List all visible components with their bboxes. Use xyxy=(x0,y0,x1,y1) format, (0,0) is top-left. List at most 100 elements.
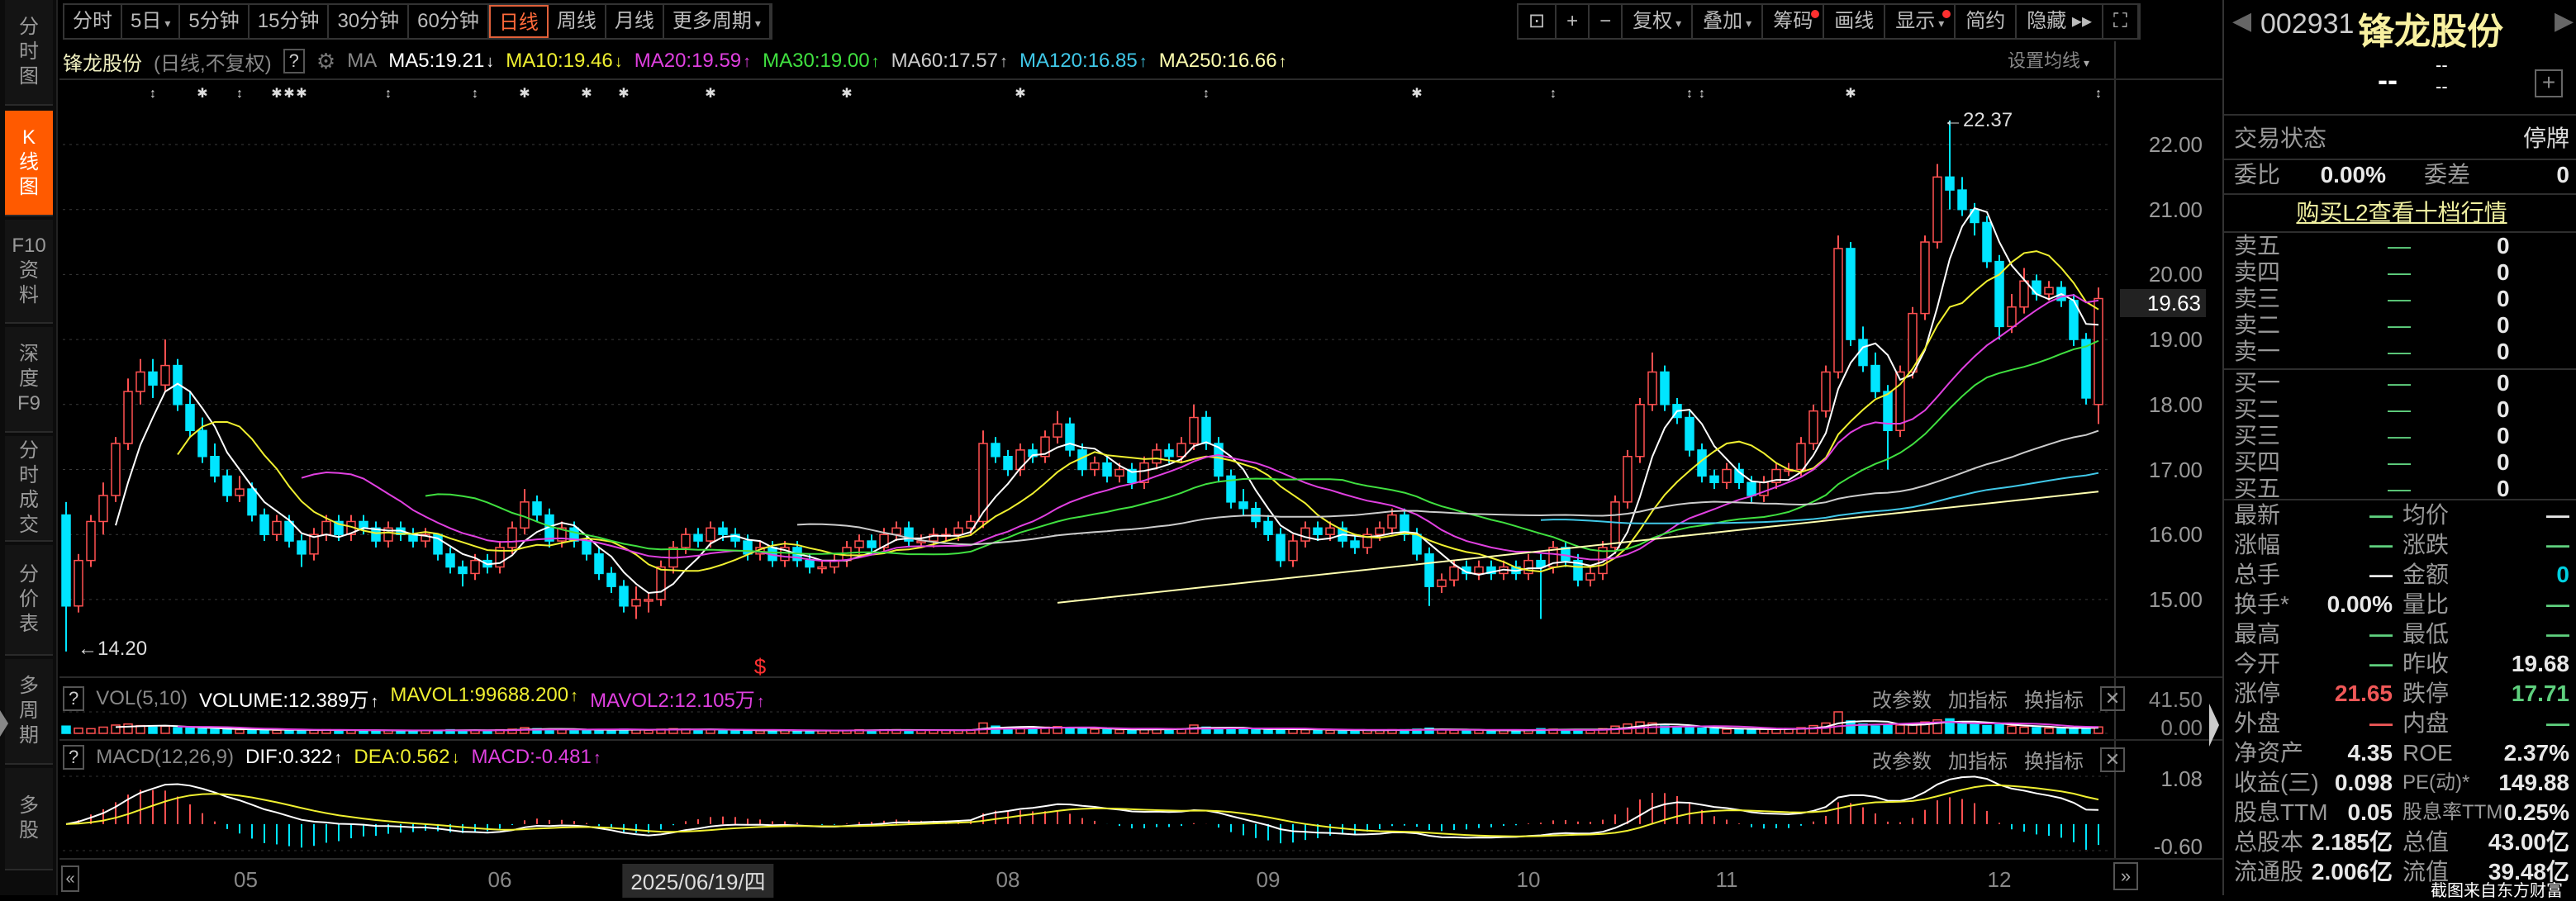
volume-bar xyxy=(1065,727,1075,734)
candle xyxy=(1561,541,1571,567)
sidebar-item-1[interactable]: K 线 图 xyxy=(5,111,53,216)
info-event-icon[interactable]: ↕ xyxy=(1203,87,1210,101)
help-button[interactable]: ? xyxy=(283,49,305,74)
sidebar-expand-arrow[interactable] xyxy=(0,710,8,737)
info-event-icon[interactable]: ↕ xyxy=(2095,87,2102,101)
volume-bar xyxy=(1945,718,1955,734)
star-event-icon[interactable]: ✱ xyxy=(1845,87,1856,101)
star-event-icon[interactable]: ✱ xyxy=(1015,87,1025,101)
candle xyxy=(730,528,740,548)
set-ma-button[interactable]: 设置均线 ▾ xyxy=(2008,46,2089,73)
volume-bar xyxy=(1920,721,1930,734)
prev-stock-arrow[interactable]: ◀ xyxy=(2232,7,2252,35)
candle xyxy=(1982,216,1992,268)
zoom-in-button[interactable]: + xyxy=(1557,5,1590,38)
volume-bar xyxy=(1709,728,1719,734)
info-event-icon[interactable]: ↕ xyxy=(150,87,156,101)
weicha-label: 委差 xyxy=(2424,162,2471,187)
candle xyxy=(98,482,108,535)
vol-switch-indicator-button[interactable]: 换指标 xyxy=(2024,690,2084,712)
candle xyxy=(1957,177,1967,216)
sidebar-item-3[interactable]: 深 度 F9 xyxy=(5,327,53,433)
dividend-marker[interactable]: $ xyxy=(754,654,767,679)
tab-period-9[interactable]: 更多周期 ▾ xyxy=(664,5,771,38)
volume-bar xyxy=(2056,728,2066,734)
hide-button[interactable]: 隐藏 ▸▸ xyxy=(2017,5,2103,38)
fullscreen-icon[interactable]: ⛶ xyxy=(2103,5,2139,38)
tab-period-1[interactable]: 5日 ▾ xyxy=(122,5,181,38)
macd-help-button[interactable]: ? xyxy=(63,745,85,770)
tab-period-3[interactable]: 15分钟 xyxy=(250,5,330,38)
tab-period-2[interactable]: 5分钟 xyxy=(180,5,250,38)
legend-item: DIF:0.322 ↑ xyxy=(245,746,342,769)
vol-params-button[interactable]: 改参数 xyxy=(1872,690,1932,712)
gear-icon[interactable]: ⚙ xyxy=(316,48,336,74)
sidebar-item-2[interactable]: F10 资 料 xyxy=(5,220,53,324)
info-event-icon[interactable]: ↕ xyxy=(1699,87,1705,101)
tab-label: 5日 xyxy=(131,10,162,32)
tab-period-4[interactable]: 30分钟 xyxy=(329,5,410,38)
legend-item: VOLUME:12.389万 ↑ xyxy=(199,684,378,713)
tool-label: 画线 xyxy=(1834,10,1875,32)
macd-switch-indicator-button[interactable]: 换指标 xyxy=(2024,751,2084,773)
tab-period-0[interactable]: 分时 xyxy=(64,5,122,38)
tab-period-8[interactable]: 月线 xyxy=(606,5,664,38)
info-event-icon[interactable]: ↕ xyxy=(1550,87,1557,101)
ma250-line xyxy=(1057,491,2099,604)
macd-add-indicator-button[interactable]: 加指标 xyxy=(1948,751,2008,773)
vol-add-indicator-button[interactable]: 加指标 xyxy=(1948,690,2008,712)
star-event-icon[interactable]: ✱ xyxy=(581,87,592,101)
tab-period-7[interactable]: 周线 xyxy=(549,5,606,38)
panel-toggle-arrow[interactable] xyxy=(2209,704,2219,747)
info-event-icon[interactable]: ↕ xyxy=(1686,87,1693,101)
star-event-icon[interactable]: ✱ xyxy=(271,87,282,101)
info-event-icon[interactable]: ↕ xyxy=(236,87,243,101)
chips-button[interactable]: 筹码 xyxy=(1763,5,1825,38)
scroll-right-button[interactable]: » xyxy=(2113,862,2138,890)
star-event-icon[interactable]: ✱ xyxy=(283,87,294,101)
display-button[interactable]: 显示 ▾ xyxy=(1885,5,1956,38)
info-event-icon[interactable]: ↕ xyxy=(472,87,478,101)
crosshair-date-label: 2025/06/19/四 xyxy=(622,864,774,898)
stat-row: 收益(三) 0.098 PE(动)* 149.88 xyxy=(2234,768,2569,798)
sidebar-item-0[interactable]: 分 时 图 xyxy=(5,0,53,106)
star-event-icon[interactable]: ✱ xyxy=(618,87,629,101)
lock-icon[interactable]: ⊡ xyxy=(1519,5,1557,38)
tab-period-6[interactable]: 日线 xyxy=(488,5,549,38)
buy-l2-link[interactable]: 购买L2查看十档行情 xyxy=(2296,200,2507,225)
vol-help-button[interactable]: ? xyxy=(63,685,85,711)
macd-params-button[interactable]: 改参数 xyxy=(1872,751,1932,773)
next-stock-arrow[interactable]: ▶ xyxy=(2555,7,2574,35)
sidebar-item-5[interactable]: 分 价 表 xyxy=(5,545,53,656)
zoom-out-button[interactable]: − xyxy=(1590,5,1623,38)
sidebar-item-6[interactable]: 多 周 期 xyxy=(5,659,53,765)
star-event-icon[interactable]: ✱ xyxy=(1411,87,1422,101)
legend-item: MA20:19.59 ↑ xyxy=(634,50,751,73)
kline-chart[interactable]: ↕ ✱ ↕ ✱ ✱ ✱ ↕ ↕ ✱ ✱ ✱ ✱ ✱ ✱ ↕ ✱ ↕ ↕ ↕ ✱ ↕$ xyxy=(0,0,2222,895)
weibi-value: 0.00% xyxy=(2320,162,2386,187)
star-event-icon[interactable]: ✱ xyxy=(197,87,207,101)
add-watchlist-button[interactable]: + xyxy=(2535,69,2563,97)
macd-close-icon[interactable]: ✕ xyxy=(2100,747,2125,772)
star-event-icon[interactable]: ✱ xyxy=(296,87,307,101)
bids-volume: 0 xyxy=(2497,370,2510,396)
sidebar-item-7[interactable]: 多 股 xyxy=(5,768,53,870)
adjust-button[interactable]: 复权 ▾ xyxy=(1623,5,1694,38)
stat-row: 涨停 21.65 跌停 17.71 xyxy=(2234,679,2569,709)
price-tick: 17.00 xyxy=(2148,457,2203,482)
sidebar-item-4[interactable]: 分 时 成 交 xyxy=(5,436,53,542)
legend-item: MA250:16.66 ↑ xyxy=(1159,50,1287,73)
caret-down-icon: ▾ xyxy=(754,17,761,30)
star-event-icon[interactable]: ✱ xyxy=(705,87,715,101)
simple-button[interactable]: 简约 xyxy=(1956,5,2018,38)
draw-line-button[interactable]: 画线 xyxy=(1824,5,1886,38)
info-event-icon[interactable]: ↕ xyxy=(385,87,392,101)
tab-period-5[interactable]: 60分钟 xyxy=(409,5,489,38)
scroll-left-button[interactable]: « xyxy=(61,865,79,892)
price-tick: 15.00 xyxy=(2148,586,2203,612)
star-event-icon[interactable]: ✱ xyxy=(519,87,530,101)
bids-row: 买四 — 0 xyxy=(2234,449,2569,476)
overlay-button[interactable]: 叠加 ▾ xyxy=(1693,5,1764,38)
star-event-icon[interactable]: ✱ xyxy=(841,87,852,101)
vol-close-icon[interactable]: ✕ xyxy=(2100,685,2125,711)
